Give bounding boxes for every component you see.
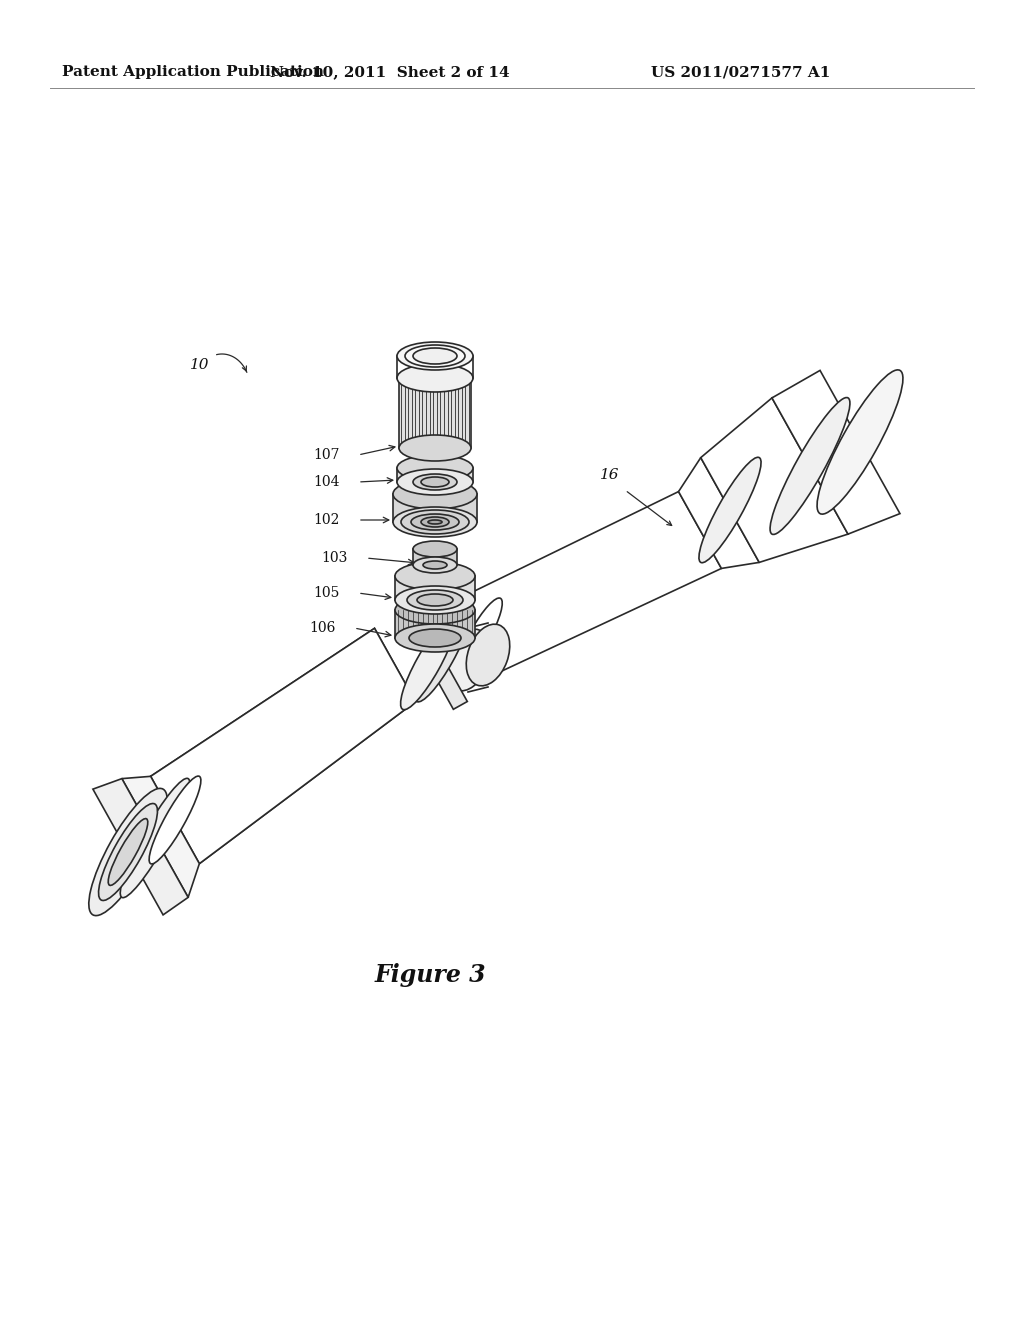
Ellipse shape [395,586,475,614]
Ellipse shape [421,517,449,527]
Text: 103: 103 [322,550,348,565]
Polygon shape [679,458,759,569]
Ellipse shape [397,455,473,480]
Text: US 2011/0271577 A1: US 2011/0271577 A1 [650,65,830,79]
Polygon shape [402,611,467,709]
Ellipse shape [428,520,442,524]
Ellipse shape [413,348,457,364]
Ellipse shape [150,776,201,863]
Polygon shape [772,371,900,535]
Ellipse shape [699,457,761,562]
Polygon shape [151,628,416,863]
Ellipse shape [417,594,453,606]
Polygon shape [151,628,416,863]
Polygon shape [122,776,200,898]
Ellipse shape [98,804,158,900]
Ellipse shape [120,779,189,898]
Ellipse shape [109,818,147,886]
Ellipse shape [399,366,471,391]
Text: 105: 105 [313,586,340,601]
Text: 106: 106 [309,620,336,635]
Text: 16: 16 [600,469,620,482]
Polygon shape [395,610,475,638]
Text: 102: 102 [313,513,340,527]
Polygon shape [399,378,471,447]
Ellipse shape [415,610,469,702]
Text: Nov. 10, 2011  Sheet 2 of 14: Nov. 10, 2011 Sheet 2 of 14 [270,65,510,79]
Ellipse shape [413,541,457,557]
Ellipse shape [393,479,477,510]
Ellipse shape [393,507,477,537]
Ellipse shape [409,630,461,647]
Ellipse shape [400,618,456,710]
Ellipse shape [407,590,463,610]
Text: Patent Application Publication: Patent Application Publication [62,65,324,79]
Polygon shape [393,494,477,521]
Ellipse shape [423,561,447,569]
Text: 10: 10 [190,358,210,372]
Polygon shape [397,469,473,482]
Polygon shape [413,549,457,565]
Polygon shape [700,397,848,562]
Ellipse shape [413,474,457,490]
Ellipse shape [397,364,473,392]
Ellipse shape [406,345,465,367]
Text: 104: 104 [313,475,340,488]
Ellipse shape [397,469,473,495]
Ellipse shape [446,630,489,690]
Polygon shape [93,779,188,915]
Ellipse shape [399,436,471,461]
Ellipse shape [401,510,469,535]
Polygon shape [460,491,722,672]
Ellipse shape [89,788,167,916]
Ellipse shape [395,597,475,624]
Ellipse shape [395,624,475,652]
Ellipse shape [397,342,473,370]
Ellipse shape [421,477,449,487]
Text: Figure 3: Figure 3 [374,964,485,987]
Polygon shape [395,576,475,601]
Ellipse shape [395,562,475,590]
Ellipse shape [458,598,502,672]
Text: 107: 107 [313,447,340,462]
Ellipse shape [817,370,903,513]
Ellipse shape [770,397,850,535]
Ellipse shape [466,624,510,686]
Ellipse shape [413,557,457,573]
Ellipse shape [411,513,459,531]
